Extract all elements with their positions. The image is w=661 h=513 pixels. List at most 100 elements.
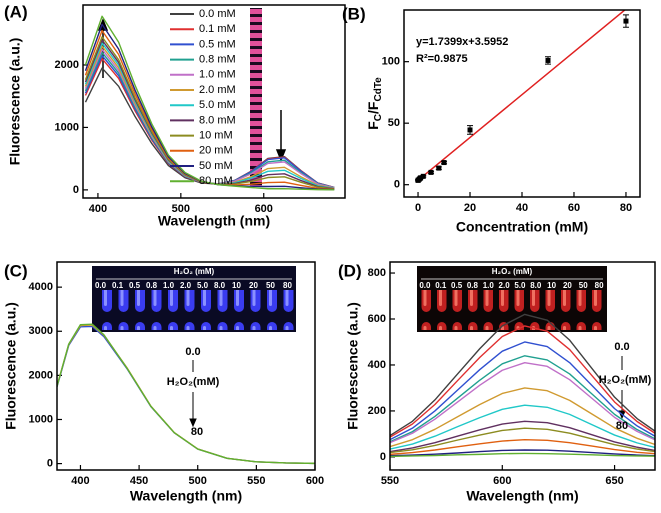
x-tick-label: 650 — [605, 475, 623, 487]
x-tick-label: 40 — [516, 202, 528, 214]
annotation: 0.0 — [614, 341, 629, 353]
inset-label: 0.0 — [95, 281, 107, 290]
x-axis-label: Wavelength (nm) — [466, 488, 578, 504]
inset-label: 10 — [232, 281, 241, 290]
y-axis-label-sub: CdTe — [373, 77, 384, 102]
plot-area — [57, 323, 315, 465]
inset-label: 1.0 — [163, 281, 175, 290]
x-tick-label: 400 — [89, 203, 107, 215]
axes-frame — [82, 4, 346, 199]
line-series — [84, 15, 335, 191]
annotation: H₂O₂(mM) — [599, 374, 652, 386]
x-tick-label: 20 — [464, 202, 476, 214]
line-series — [390, 313, 655, 437]
axes-frame — [403, 9, 641, 198]
y-axis-label: Fluorescence (a.u.) — [3, 302, 19, 430]
legend-label: 80 mM — [199, 175, 233, 187]
line-series — [390, 355, 655, 443]
inset-label: 20 — [563, 281, 572, 290]
y-tick-label: 3000 — [29, 325, 53, 337]
y-tick-label: 100 — [382, 56, 400, 68]
inset-label: 0.1 — [112, 281, 124, 290]
inset-label: 8.0 — [214, 281, 226, 290]
inset-label: 80 — [595, 281, 604, 290]
line-series — [390, 325, 655, 438]
panel-label: (C) — [4, 261, 28, 280]
inset-label: 50 — [579, 281, 588, 290]
panel-label: (D) — [338, 261, 362, 280]
panel: (D) Wavelength (nm) Fluorescence (a.u.) 550… — [338, 261, 656, 504]
x-tick-label: 550 — [381, 475, 399, 487]
y-tick-label: 4000 — [29, 281, 53, 293]
y-axis-label: FC/FCdTe — [365, 77, 384, 130]
inset-label: 5.0 — [514, 281, 526, 290]
line-series — [390, 420, 655, 453]
y-tick-label: 1000 — [55, 121, 79, 133]
annotation: 80 — [191, 426, 203, 438]
inset-label: 1.0 — [483, 281, 495, 290]
x-tick-label: 80 — [620, 202, 632, 214]
inset-label: 0.5 — [129, 281, 141, 290]
inset-label: 20 — [249, 281, 258, 290]
axes-frame — [56, 261, 316, 471]
axes-frame — [389, 261, 656, 471]
line-series — [390, 438, 655, 456]
y-tick-label: 800 — [368, 267, 386, 279]
line-series — [390, 404, 655, 450]
fit-equation: y=1.7399x+3.5952 — [416, 36, 508, 48]
legend-label: 8.0 mM — [199, 114, 236, 126]
inset-label: 50 — [266, 281, 275, 290]
point — [436, 165, 442, 171]
inset-vials-d — [420, 290, 606, 330]
inset-vials-c — [96, 290, 294, 330]
panel-label: (A) — [4, 2, 28, 21]
x-tick-label: 500 — [189, 475, 207, 487]
legend-label: 2.0 mM — [199, 84, 236, 96]
y-tick-label: 400 — [368, 359, 386, 371]
point — [441, 160, 447, 166]
x-tick-label: 450 — [130, 475, 148, 487]
legend-label: 10 mM — [199, 130, 233, 142]
x-axis-label: Wavelength (nm) — [130, 488, 242, 504]
x-tick-label: 0 — [415, 202, 421, 214]
line-series — [390, 452, 655, 458]
legend-label: 5.0 mM — [199, 99, 236, 111]
x-tick-label: 400 — [71, 475, 89, 487]
x-axis-label: Wavelength (nm) — [158, 213, 270, 229]
y-tick-label: 0 — [73, 184, 79, 196]
x-tick-label: 500 — [172, 203, 190, 215]
point — [428, 169, 434, 175]
y-tick-label: 0 — [380, 451, 386, 463]
point — [467, 127, 473, 133]
inset-label: 8.0 — [530, 281, 542, 290]
line-series — [390, 341, 655, 441]
legend-label: 20 mM — [199, 145, 233, 157]
y-axis-label: Fluorescence (a.u.) — [7, 38, 23, 166]
line-series — [57, 323, 315, 465]
y-tick-label: 0 — [47, 458, 53, 470]
inset-label: 2.0 — [499, 281, 511, 290]
y-axis-label: Fluorescence (a.u.) — [345, 302, 361, 430]
inset-label: 2.0 — [180, 281, 192, 290]
annotation: H₂O₂(mM) — [167, 376, 220, 388]
annotation: 0.0 — [185, 346, 200, 358]
panel: (C) Wavelength (nm) Fluorescence (a.u.) 400… — [3, 261, 324, 504]
inset-label: 0.0 — [419, 281, 431, 290]
point — [420, 173, 426, 179]
y-tick-label: 1000 — [29, 413, 53, 425]
plot-area — [84, 15, 335, 191]
x-tick-label: 600 — [493, 475, 511, 487]
y-tick-label: 2000 — [55, 59, 79, 71]
inset-title: H₂O₂ (mM) — [174, 267, 215, 276]
y-tick-label: 600 — [368, 313, 386, 325]
legend-label: 1.0 mM — [199, 69, 236, 81]
line-series — [390, 427, 655, 454]
y-tick-label: 200 — [368, 405, 386, 417]
panel: (A) Wavelength (nm) Fluorescence (a.u.) 400… — [4, 2, 346, 229]
legend-label: 0.5 mM — [199, 38, 236, 50]
y-axis-label-part: /F — [365, 101, 381, 114]
point — [545, 57, 551, 63]
point — [418, 175, 424, 181]
